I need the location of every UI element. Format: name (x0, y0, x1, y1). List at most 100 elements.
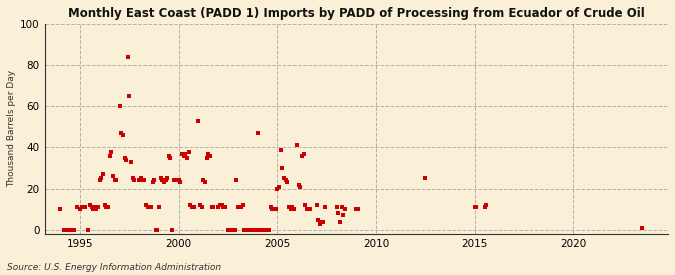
Point (241, 228, 252, 232)
Point (284, 205, 294, 209)
Point (140, 203, 151, 207)
Point (99, 203, 110, 207)
Point (129, 178, 140, 183)
Point (265, 205, 276, 209)
Point (298, 152, 309, 156)
Point (254, 228, 265, 232)
Point (144, 205, 155, 209)
Point (83, 228, 94, 232)
Point (318, 219, 329, 224)
Point (305, 207, 316, 211)
Point (95, 178, 105, 183)
Text: Source: U.S. Energy Information Administration: Source: U.S. Energy Information Administ… (7, 263, 221, 272)
Point (115, 131, 126, 135)
Point (271, 207, 281, 211)
Point (280, 178, 291, 183)
Point (58, 228, 69, 232)
Point (96, 176, 107, 181)
Point (481, 203, 491, 207)
Point (68, 228, 79, 232)
Point (295, 184, 306, 189)
Point (162, 176, 173, 181)
Point (259, 228, 269, 232)
Point (173, 178, 184, 183)
Point (151, 228, 161, 232)
Point (273, 184, 284, 189)
Point (154, 205, 165, 209)
Point (471, 205, 482, 209)
Point (300, 203, 310, 207)
Point (76, 205, 87, 209)
Title: Monthly East Coast (PADD 1) Imports by PADD of Processing from Ecuador of Crude : Monthly East Coast (PADD 1) Imports by P… (68, 7, 645, 20)
Point (193, 119, 204, 123)
Point (61, 228, 72, 232)
Point (333, 211, 344, 216)
Point (196, 205, 207, 209)
Point (75, 207, 86, 211)
Point (72, 205, 82, 209)
Point (91, 207, 102, 211)
Point (142, 205, 153, 209)
Point (194, 203, 205, 207)
Point (227, 228, 238, 232)
Point (336, 205, 347, 209)
Point (267, 207, 278, 211)
Point (269, 207, 279, 211)
Point (351, 207, 362, 211)
Point (185, 203, 196, 207)
Point (186, 205, 197, 209)
Point (313, 217, 324, 222)
Point (107, 174, 118, 178)
Point (236, 205, 246, 209)
Point (183, 149, 194, 154)
Point (124, 94, 135, 98)
Point (249, 228, 260, 232)
Point (84, 203, 95, 207)
Point (101, 205, 112, 209)
Point (182, 156, 192, 160)
Point (55, 207, 65, 211)
Point (637, 226, 648, 230)
Point (303, 207, 314, 211)
Point (331, 205, 342, 209)
Point (262, 228, 273, 232)
Point (170, 178, 181, 183)
Point (233, 205, 244, 209)
Point (231, 178, 242, 183)
Point (256, 228, 267, 232)
Point (152, 228, 163, 232)
Point (198, 178, 209, 183)
Point (288, 207, 299, 211)
Point (218, 205, 229, 209)
Point (65, 228, 76, 232)
Point (88, 207, 99, 211)
Point (86, 205, 97, 209)
Point (109, 178, 120, 183)
Point (340, 207, 350, 211)
Point (117, 133, 128, 137)
Point (137, 178, 148, 183)
Point (159, 180, 169, 185)
Point (216, 203, 227, 207)
Point (286, 207, 296, 211)
Point (157, 178, 168, 183)
Point (315, 221, 325, 226)
Point (335, 219, 346, 224)
Point (160, 178, 171, 183)
Point (294, 182, 304, 187)
Point (139, 178, 150, 183)
Point (126, 160, 136, 164)
Point (292, 143, 302, 148)
Point (121, 158, 132, 162)
Point (275, 147, 286, 152)
Point (78, 205, 89, 209)
Point (246, 228, 256, 232)
Point (90, 205, 101, 209)
Point (203, 152, 214, 156)
Point (287, 205, 298, 209)
Point (352, 207, 363, 211)
Point (155, 176, 166, 181)
Point (114, 104, 125, 108)
Point (188, 205, 199, 209)
Point (223, 228, 234, 232)
